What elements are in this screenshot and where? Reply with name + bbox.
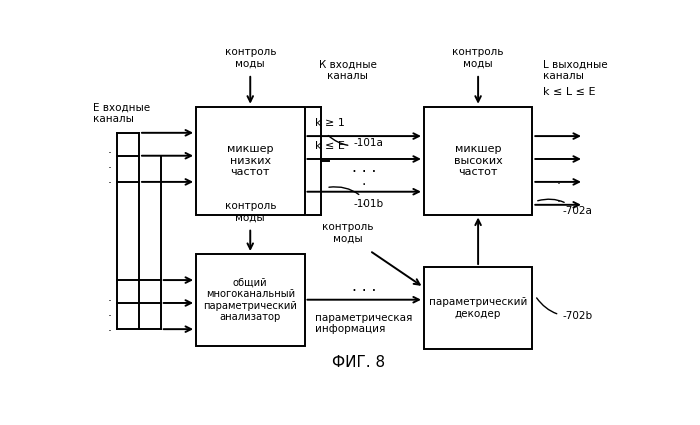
Text: ФИГ. 8: ФИГ. 8 [332, 355, 385, 370]
Text: параметрическая
информация: параметрическая информация [315, 313, 413, 334]
Text: ·
·
·: · · · [107, 147, 111, 190]
Text: общий
многоканальный
параметрический
анализатор: общий многоканальный параметрический ана… [203, 277, 298, 322]
Text: k ≤ E: k ≤ E [315, 141, 345, 151]
Text: контроль
моды: контроль моды [322, 222, 374, 244]
Text: · · ·: · · · [352, 164, 377, 180]
Text: контроль
моды: контроль моды [452, 48, 504, 69]
Text: ·
·: · · [362, 178, 366, 212]
Bar [424, 107, 533, 215]
Text: · · ·: · · · [352, 284, 377, 299]
Text: микшер
низких
частот: микшер низких частот [227, 144, 274, 177]
Text: -702a: -702a [538, 199, 592, 216]
Text: параметрический
декодер: параметрический декодер [429, 297, 527, 319]
Text: -101b: -101b [329, 187, 384, 209]
Text: k ≥ 1: k ≥ 1 [315, 118, 345, 128]
Text: контроль
моды: контроль моды [225, 48, 276, 69]
Bar [196, 254, 304, 346]
Text: ·
·
·: · · · [107, 295, 111, 337]
Bar [196, 107, 304, 215]
Text: Е входные
каналы: Е входные каналы [93, 102, 150, 124]
Text: К входные
каналы: К входные каналы [319, 59, 377, 81]
Text: контроль
моды: контроль моды [225, 201, 276, 223]
Text: микшер
высоких
частот: микшер высоких частот [454, 144, 503, 177]
Bar [424, 267, 533, 349]
Text: k ≤ L ≤ E: k ≤ L ≤ E [543, 87, 596, 97]
Text: -702b: -702b [537, 298, 592, 321]
Text: ·
·: · · [556, 178, 561, 209]
Text: -101a: -101a [328, 136, 383, 148]
Text: L выходные
каналы: L выходные каналы [543, 59, 608, 81]
